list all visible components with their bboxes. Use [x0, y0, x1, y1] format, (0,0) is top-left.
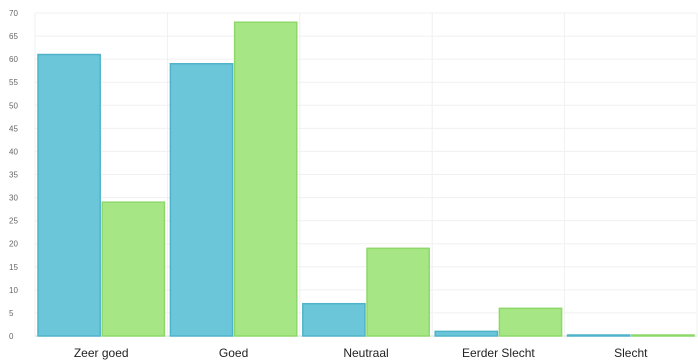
x-category-label: Zeer goed: [74, 346, 129, 360]
y-tick-label: 55: [9, 78, 18, 87]
y-tick-label: 65: [9, 32, 18, 41]
x-axis-labels: Zeer goed Goed Neutraal Eerder Slecht Slecht: [74, 346, 648, 360]
bar-neutraal-series-2: [366, 247, 430, 337]
bar-slecht-series-2: [631, 334, 695, 337]
bar-slecht-series-1: [566, 334, 631, 337]
y-tick-label: 50: [9, 101, 18, 110]
bar-zeer-goed-series-2: [101, 201, 166, 337]
bar-zeer-goed-series-1: [37, 53, 101, 337]
bar-neutraal-series-1: [302, 302, 366, 337]
y-tick-label: 25: [9, 217, 18, 226]
y-tick-label: 60: [9, 55, 18, 64]
y-tick-label: 20: [9, 240, 18, 249]
x-category-label: Slecht: [614, 346, 648, 360]
y-tick-label: 15: [9, 263, 18, 272]
y-tick-label: 30: [9, 194, 18, 203]
y-tick-label: 10: [9, 286, 18, 295]
x-category-label: Neutraal: [343, 346, 388, 360]
bar-goed-series-1: [169, 63, 234, 337]
y-tick-label: 70: [9, 9, 18, 18]
bar-eerder-slecht-series-1: [434, 330, 499, 337]
y-tick-label: 0: [9, 332, 14, 341]
y-tick-label: 40: [9, 147, 18, 156]
y-tick-label: 5: [9, 309, 14, 318]
bar-eerder-slecht-series-2: [498, 307, 563, 337]
bar-goed-series-2: [233, 21, 298, 337]
y-axis-ticks: 0 5 10 15 20 25 30 35 40 45 50 55 60 65 70: [9, 9, 18, 341]
chart-bars: [37, 21, 695, 337]
y-tick-label: 35: [9, 171, 18, 180]
x-category-label: Eerder Slecht: [462, 346, 535, 360]
y-tick-label: 45: [9, 124, 18, 133]
x-category-label: Goed: [219, 346, 248, 360]
